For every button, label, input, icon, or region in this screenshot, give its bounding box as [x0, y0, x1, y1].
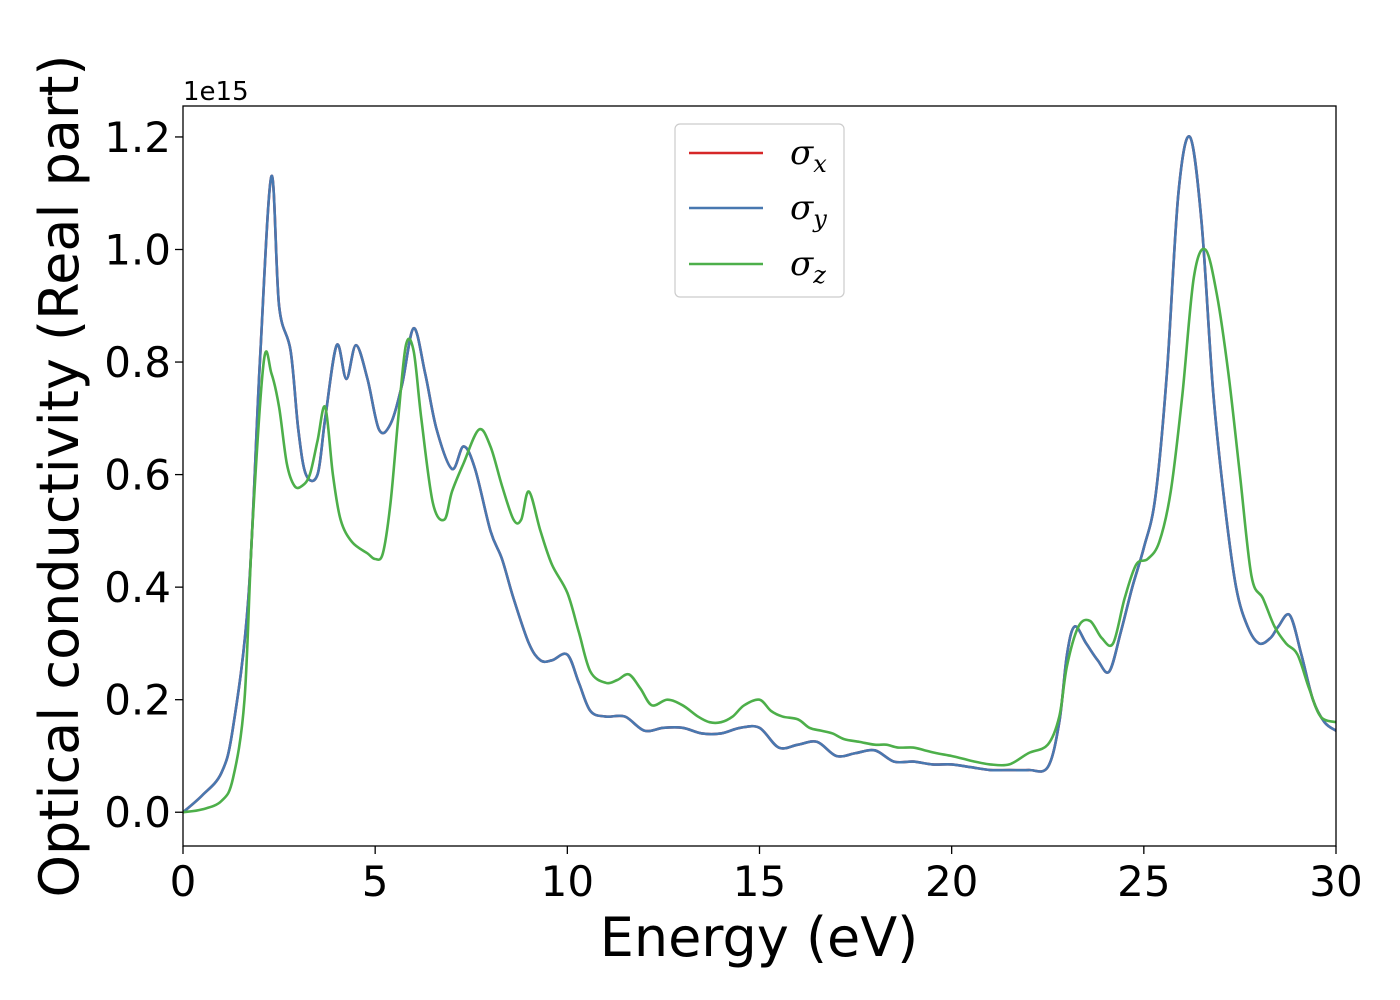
y-tick-label: 1.2 — [104, 113, 171, 162]
y-tick-label: 0.6 — [104, 451, 171, 500]
series-line-y — [183, 135, 1336, 814]
y-axis: 0.0 0.2 0.4 0.6 0.8 1.0 1.2 — [104, 113, 183, 837]
series-line-z — [183, 247, 1336, 814]
x-tick-label: 0 — [170, 857, 197, 906]
y-tick-label: 0.0 — [104, 788, 171, 837]
legend-label-z: σz — [790, 244, 826, 289]
x-tick-label: 30 — [1309, 857, 1362, 906]
y-tick-label: 0.4 — [104, 563, 171, 612]
legend-label-y: σy — [790, 188, 827, 233]
legend: σx σy σz — [674, 123, 845, 298]
y-offset-label: 1e15 — [183, 77, 249, 107]
x-axis: 0 5 10 15 20 25 30 — [170, 846, 1363, 906]
x-tick-label: 25 — [1117, 857, 1170, 906]
series-layer — [183, 135, 1336, 814]
legend-label-x: σx — [790, 133, 827, 178]
x-axis-title: Energy (eV) — [600, 906, 919, 969]
legend-box — [674, 123, 845, 298]
y-tick-label: 0.8 — [104, 338, 171, 387]
y-tick-label: 1.0 — [104, 225, 171, 274]
x-tick-label: 5 — [362, 857, 389, 906]
y-tick-label: 0.2 — [104, 676, 171, 725]
x-tick-label: 20 — [925, 857, 978, 906]
x-tick-label: 10 — [541, 857, 594, 906]
x-tick-label: 15 — [733, 857, 786, 906]
y-axis-title: Optical conductivity (Real part) — [28, 55, 91, 898]
